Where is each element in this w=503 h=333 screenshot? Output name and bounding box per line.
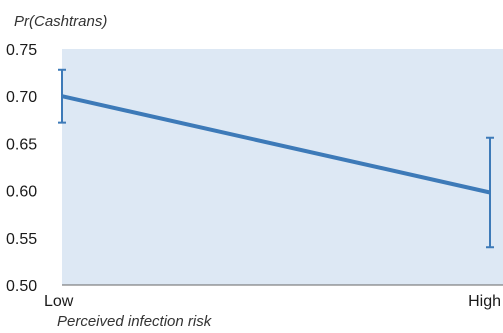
y-tick-label: 0.70 [6, 89, 37, 106]
y-axis-title: Pr(Cashtrans) [14, 13, 107, 30]
y-tick-label: 0.50 [6, 278, 37, 295]
series-line [61, 94, 491, 195]
y-tick-label: 0.55 [6, 231, 37, 248]
y-tick-labels: 0.75 0.70 0.65 0.60 0.55 0.50 [6, 42, 37, 295]
x-tick-label: High [468, 293, 501, 310]
x-tick-labels: Low High [44, 293, 501, 310]
y-tick-label: 0.60 [6, 184, 37, 201]
plot-area [62, 49, 503, 285]
x-tick-label: Low [44, 293, 74, 310]
y-tick-label: 0.65 [6, 136, 37, 153]
y-tick-label: 0.75 [6, 42, 37, 59]
series-lines [61, 94, 491, 195]
x-axis-title: Perceived infection risk [57, 313, 213, 330]
